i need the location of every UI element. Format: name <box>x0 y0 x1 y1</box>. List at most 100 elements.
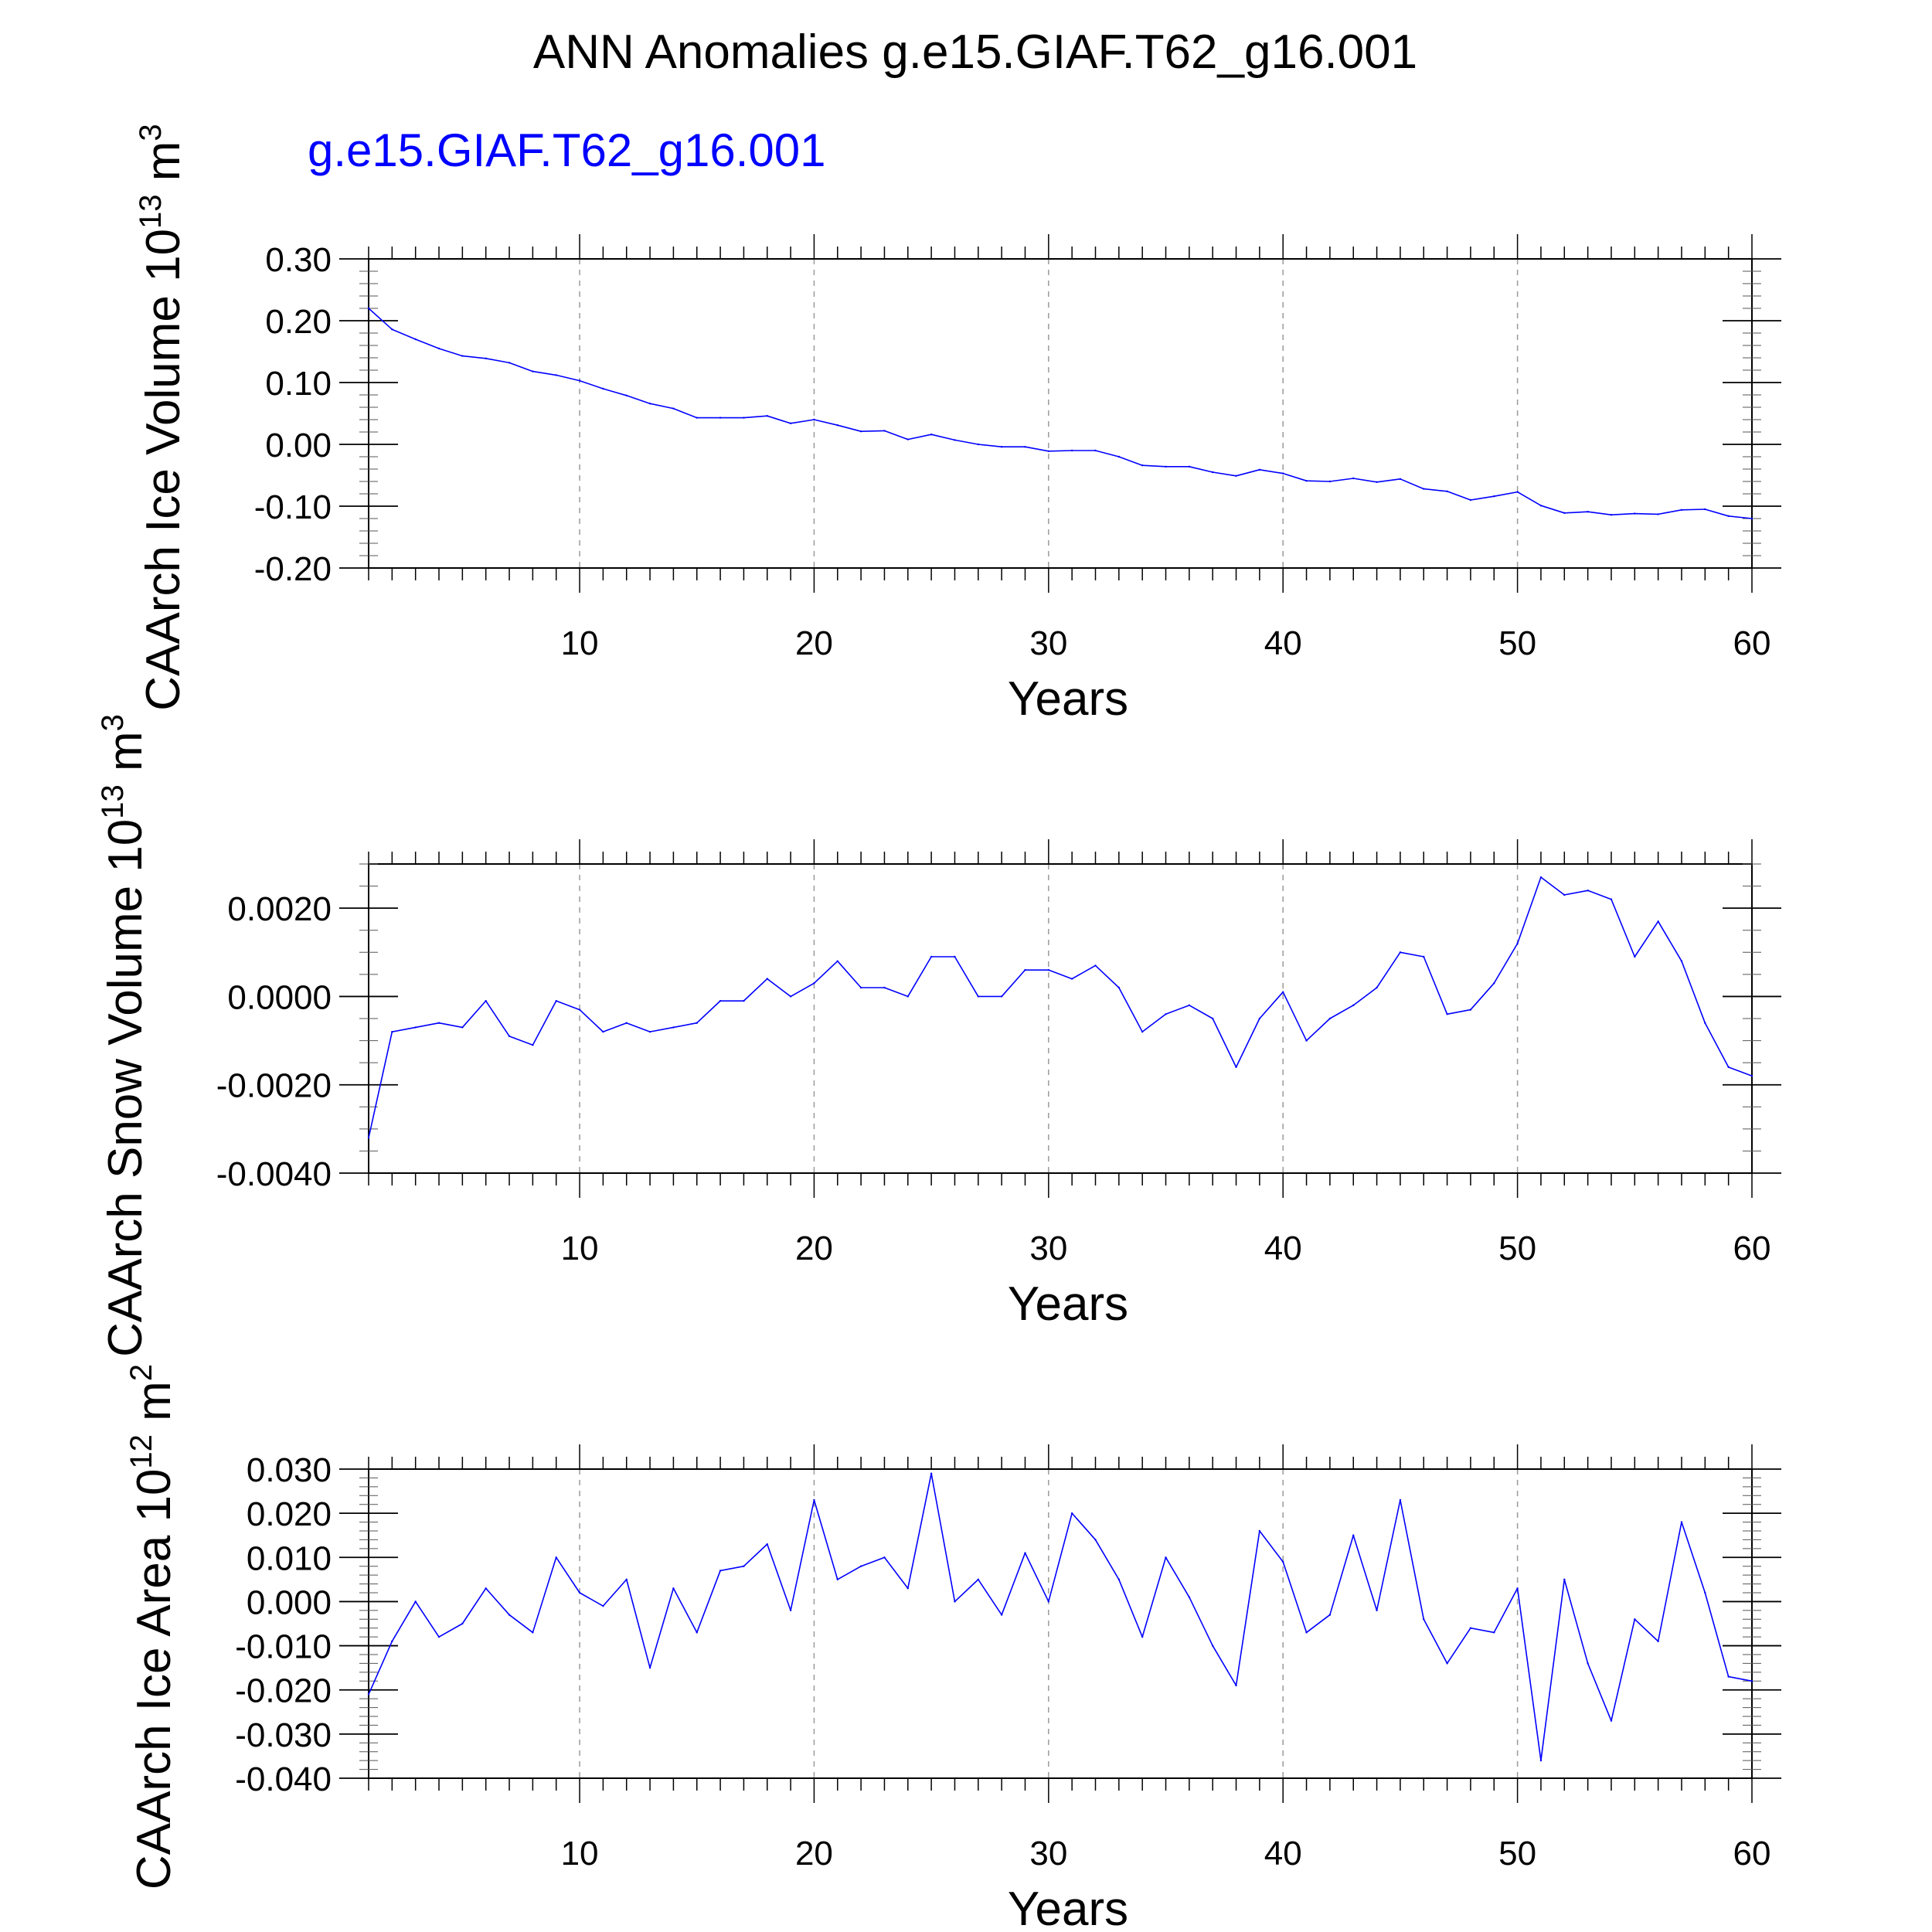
data-point <box>602 1604 604 1607</box>
data-point <box>508 362 511 364</box>
data-point <box>719 999 722 1002</box>
data-point <box>1070 1512 1073 1515</box>
data-point <box>789 422 792 424</box>
data-point <box>508 1035 511 1038</box>
data-point <box>1024 1552 1026 1554</box>
data-point <box>367 307 370 310</box>
data-point <box>766 978 768 980</box>
data-point <box>1258 1017 1261 1020</box>
plot-frame <box>368 258 1753 569</box>
data-point <box>1610 1719 1613 1722</box>
data-point <box>1704 508 1706 511</box>
data-point <box>1750 1680 1753 1682</box>
x-tick-label: 30 <box>1029 1230 1067 1267</box>
data-point <box>1657 1640 1659 1643</box>
data-point <box>1141 1030 1144 1033</box>
data-point <box>789 995 792 998</box>
data-point <box>813 982 815 985</box>
data-point <box>883 1556 886 1559</box>
data-point <box>578 1591 581 1594</box>
data-point <box>1258 468 1261 471</box>
data-point <box>461 355 464 357</box>
data-point <box>1328 1017 1332 1020</box>
data-point <box>485 1587 487 1590</box>
y-tick-label: -0.10 <box>254 488 332 526</box>
data-point <box>391 1640 393 1643</box>
data-point <box>1258 1529 1261 1532</box>
data-point <box>532 370 534 372</box>
data-point <box>1516 942 1519 945</box>
data-point <box>508 1614 511 1616</box>
x-axis-title: Years <box>1008 672 1128 726</box>
data-point <box>1587 889 1589 892</box>
data-point <box>1469 1009 1472 1011</box>
data-point <box>1212 471 1214 474</box>
data-point <box>766 415 768 417</box>
data-point <box>1117 1578 1121 1581</box>
data-point <box>391 1030 393 1033</box>
y-axis-title-exp1: 12 <box>124 1434 158 1469</box>
x-tick-label: 10 <box>561 624 599 662</box>
y-tick-label: -0.010 <box>235 1628 332 1666</box>
data-point <box>1212 1017 1214 1020</box>
data-point <box>1305 1631 1308 1634</box>
y-tick-label: -0.20 <box>254 550 332 588</box>
data-point <box>391 328 393 331</box>
data-point <box>1282 472 1284 474</box>
data-point <box>1141 1635 1144 1638</box>
data-point <box>1212 1645 1214 1647</box>
y-axis-title-main: CAArch Snow Volume 10 <box>99 819 152 1357</box>
data-point <box>1376 1609 1378 1612</box>
data-point <box>1587 511 1589 513</box>
series-line <box>368 1472 1753 1761</box>
data-point <box>672 1587 675 1590</box>
data-point <box>859 1565 862 1567</box>
data-point <box>1352 1004 1355 1007</box>
x-tick-label: 20 <box>795 624 833 662</box>
data-point <box>1376 481 1378 483</box>
data-point <box>1750 1075 1753 1077</box>
data-point <box>1047 450 1050 452</box>
data-point <box>1446 490 1448 492</box>
data-point <box>766 1543 768 1546</box>
data-point <box>883 430 886 432</box>
data-point <box>1727 515 1730 517</box>
data-point <box>1704 1591 1706 1594</box>
data-point <box>1282 991 1284 993</box>
data-point <box>1399 478 1402 480</box>
y-tick-label: 0.030 <box>247 1451 332 1489</box>
data-point <box>461 1026 464 1029</box>
series-points <box>367 876 1753 1139</box>
y-axis-title-exp2: 2 <box>124 1364 158 1381</box>
panel-2: 0.0020 0.0000 -0.0020 -0.0040 10 20 30 40 50 60 Ye… <box>96 714 1781 1357</box>
y-tick-label: -0.020 <box>235 1672 332 1710</box>
x-tick-label: 30 <box>1029 1835 1067 1872</box>
x-tick-label: 60 <box>1733 624 1771 662</box>
data-point <box>1563 893 1566 896</box>
y-axis-title-main: CAArch Ice Volume 10 <box>137 229 190 711</box>
data-point <box>1352 1534 1355 1536</box>
data-point <box>1727 1066 1730 1069</box>
data-point <box>1727 1675 1730 1678</box>
y-axis-title-exp2: 3 <box>96 714 130 731</box>
data-point <box>1328 1614 1332 1616</box>
data-point <box>1328 480 1332 483</box>
data-point <box>1352 477 1355 480</box>
y-axis-title: CAArch Ice Area 1012 m2 <box>124 1364 181 1889</box>
y-tick-label: 0.010 <box>247 1539 332 1577</box>
series-points <box>367 1472 1753 1762</box>
data-point <box>1493 495 1495 498</box>
data-point <box>1493 1631 1495 1634</box>
data-point <box>1446 1013 1448 1015</box>
y-axis-title-unit: m <box>137 141 190 195</box>
data-point <box>437 347 440 350</box>
data-point <box>1188 1596 1191 1598</box>
data-point <box>1165 1556 1167 1559</box>
data-point <box>625 394 628 396</box>
data-point <box>1680 1521 1683 1523</box>
data-point <box>906 438 909 440</box>
data-point <box>1493 982 1495 985</box>
data-point <box>1634 955 1636 958</box>
data-point <box>672 1026 675 1029</box>
data-point <box>414 1600 417 1603</box>
